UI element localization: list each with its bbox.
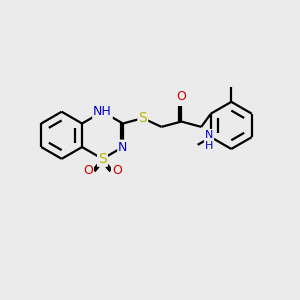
Text: N: N (118, 141, 128, 154)
Text: O: O (83, 164, 93, 177)
Text: NH: NH (93, 105, 112, 118)
Text: S: S (138, 111, 147, 125)
Text: O: O (176, 90, 186, 103)
Text: S: S (98, 152, 107, 166)
Text: N
H: N H (205, 130, 213, 152)
Text: O: O (112, 164, 122, 177)
